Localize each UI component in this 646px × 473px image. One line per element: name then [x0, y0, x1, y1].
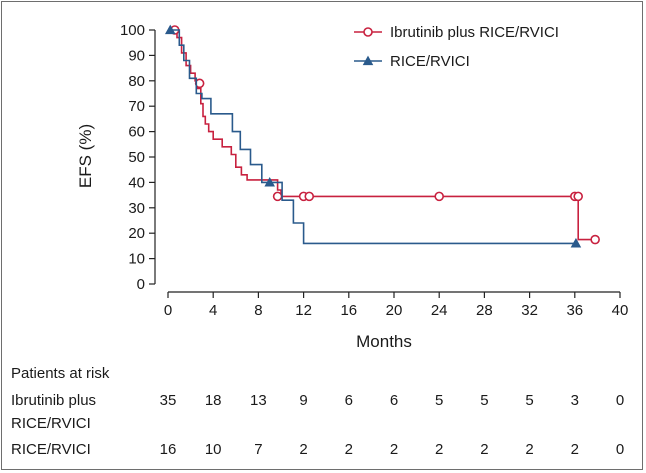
risk-count: 7 [254, 441, 262, 458]
km-step-line [168, 29, 579, 245]
x-tick-label: 12 [295, 302, 312, 319]
y-tick-label: 20 [128, 225, 145, 242]
y-tick-label: 80 [128, 73, 145, 90]
censor-marker [272, 191, 283, 202]
censor-marker [434, 191, 445, 202]
legend-label: Ibrutinib plus RICE/RVICI [390, 24, 559, 41]
censor-marker [304, 191, 315, 202]
x-tick-label: 16 [340, 302, 357, 319]
series-ibrutinib-plus-rice-rvici [168, 25, 600, 245]
risk-row-label: RICE/RVICI [11, 441, 91, 458]
censor-marker [590, 234, 600, 245]
risk-count: 35 [160, 392, 177, 409]
risk-count: 2 [525, 441, 533, 458]
series-rice-rvici [164, 24, 582, 248]
risk-row-label-line2: RICE/RVICI [11, 415, 91, 432]
y-axis-label: EFS (%) [76, 124, 95, 188]
x-tick-label: 0 [164, 302, 172, 319]
y-tick-label: 70 [128, 98, 145, 115]
x-tick-label: 36 [566, 302, 583, 319]
x-tick-label: 24 [431, 302, 448, 319]
risk-count: 9 [299, 392, 307, 409]
risk-count: 10 [205, 441, 222, 458]
y-tick-label: 40 [128, 174, 145, 191]
x-tick-label: 40 [612, 302, 629, 319]
legend-marker [363, 27, 373, 37]
risk-count: 2 [480, 441, 488, 458]
risk-count: 6 [345, 392, 353, 409]
censor-marker [570, 237, 582, 248]
risk-count: 0 [616, 441, 624, 458]
risk-count: 3 [571, 392, 579, 409]
risk-count: 18 [205, 392, 222, 409]
x-tick-label: 32 [521, 302, 538, 319]
risk-count: 2 [299, 441, 307, 458]
y-tick-label: 90 [128, 47, 145, 64]
legend: Ibrutinib plus RICE/RVICI RICE/RVICI [354, 24, 559, 70]
legend-label: RICE/RVICI [390, 53, 470, 70]
risk-count: 5 [480, 392, 488, 409]
x-tick-label: 4 [209, 302, 217, 319]
y-tick-label: 50 [128, 149, 145, 166]
censor-marker [264, 176, 275, 187]
x-tick-label: 28 [476, 302, 493, 319]
y-tick-label: 60 [128, 124, 145, 141]
risk-count: 2 [345, 441, 353, 458]
risk-count: 0 [616, 392, 624, 409]
risk-count: 5 [435, 392, 443, 409]
risk-row-label: Ibrutinib plus [11, 392, 96, 409]
risk-table-title: Patients at risk [11, 365, 110, 382]
risk-count: 6 [390, 392, 398, 409]
risk-count: 2 [390, 441, 398, 458]
y-tick-label: 30 [128, 200, 145, 217]
risk-count: 2 [571, 441, 579, 458]
y-tick-label: 100 [120, 22, 145, 39]
risk-table: Patients at risk Ibrutinib plus RICE/RVIC… [11, 365, 624, 458]
legend-marker [362, 55, 374, 66]
axes: 0 10 20 30 40 50 60 70 80 90 100 0 4 8 12 16 20 24 28 32 36 4… [120, 22, 628, 319]
risk-count: 2 [435, 441, 443, 458]
risk-count: 13 [250, 392, 267, 409]
y-tick-label: 10 [128, 251, 145, 268]
risk-count: 5 [525, 392, 533, 409]
x-tick-label: 8 [254, 302, 262, 319]
survival-curves [164, 24, 600, 248]
censor-marker [573, 191, 583, 202]
x-axis-label: Months [356, 332, 412, 351]
x-tick-label: 20 [386, 302, 403, 319]
y-tick-label: 0 [137, 276, 145, 293]
risk-count: 16 [160, 441, 177, 458]
censor-marker [164, 24, 176, 35]
